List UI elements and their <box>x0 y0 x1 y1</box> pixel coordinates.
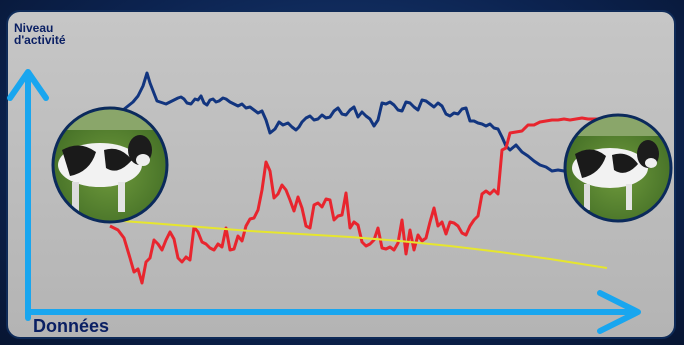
cow-photo-right <box>563 113 673 223</box>
y-axis-label-line-1: Niveau <box>14 21 54 35</box>
series-line-red <box>109 116 631 285</box>
y-axis-label-line-2: d'activité <box>14 33 66 47</box>
series-line-blue <box>115 71 631 180</box>
x-axis-arrow <box>25 290 641 334</box>
y-axis-label: Niveau d'activité <box>14 22 66 46</box>
series-layer <box>107 71 631 285</box>
cow-photo-left <box>51 106 169 224</box>
series-line-yellow <box>107 219 608 269</box>
x-axis-label: Données <box>33 316 110 336</box>
y-axis-arrow <box>7 69 49 321</box>
